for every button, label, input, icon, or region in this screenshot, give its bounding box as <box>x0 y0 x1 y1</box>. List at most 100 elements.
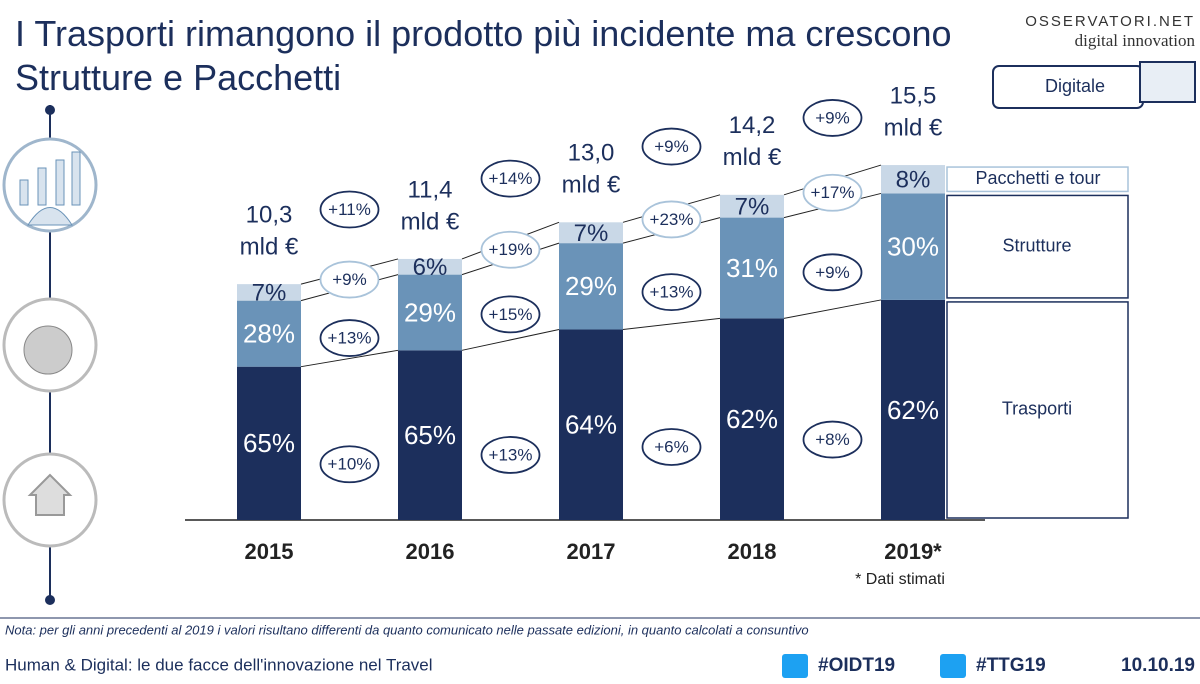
growth-label: +6% <box>654 437 689 456</box>
icon-bar <box>37 167 47 206</box>
growth-label: +9% <box>654 137 689 156</box>
bar-segment <box>559 243 623 330</box>
date: 10.10.19 <box>1121 655 1195 676</box>
growth-label: +13% <box>650 283 694 302</box>
segment-label: 65% <box>404 420 456 450</box>
growth-label: +9% <box>332 270 367 289</box>
legend-label: Pacchetti e tour <box>975 168 1100 188</box>
growth-oval <box>319 319 380 357</box>
total-unit: mld € <box>562 172 621 199</box>
growth-label: +15% <box>489 305 533 324</box>
growth-label: +11% <box>328 200 371 219</box>
bar-segment <box>398 274 462 351</box>
x-tick-label: 2016 <box>406 539 455 564</box>
segment-label: 7% <box>252 280 287 307</box>
growth-oval <box>319 190 380 229</box>
note: Nota: per gli anni precedenti al 2019 i … <box>5 622 809 637</box>
growth-oval <box>641 273 702 312</box>
growth-label: +9% <box>815 108 850 127</box>
icon-bar <box>19 179 29 206</box>
growth-oval <box>319 445 380 484</box>
dot <box>45 105 55 115</box>
growth-oval <box>641 200 702 239</box>
footnote: * Dati stimati <box>855 571 945 588</box>
bar-segment <box>237 284 301 301</box>
growth-oval <box>480 159 541 198</box>
growth-label: +23% <box>650 210 694 229</box>
growth-oval <box>480 436 541 474</box>
legend-label: Trasporti <box>1002 399 1072 419</box>
logo-tagline: digital innovation <box>1075 31 1196 50</box>
segment-label: 65% <box>243 428 295 458</box>
bar-segment <box>881 165 945 194</box>
logo: OSSERVATORI.NET <box>1025 13 1195 30</box>
dot <box>45 595 55 605</box>
bar-segment <box>881 299 945 520</box>
growth-oval <box>802 253 863 292</box>
bar-segment <box>720 217 784 319</box>
growth-oval <box>319 260 380 299</box>
icon-home <box>27 473 73 516</box>
segment-label: 8% <box>896 167 931 194</box>
growth-oval <box>802 99 863 137</box>
bar-segment <box>237 366 301 520</box>
twitter-icon <box>940 654 966 678</box>
segment-label: 30% <box>887 232 939 262</box>
total-label: 10,3 <box>246 201 293 228</box>
total-label: 15,5 <box>890 82 937 109</box>
legend-box <box>946 166 1129 193</box>
footer-text: Human & Digital: le due facce dell'innov… <box>5 655 433 674</box>
growth-oval <box>641 428 702 466</box>
icon-dome <box>27 207 73 226</box>
twitter-icon <box>782 654 808 678</box>
bar-segment <box>237 300 301 367</box>
icon-globe <box>23 325 73 375</box>
x-tick-label: 2017 <box>567 539 616 564</box>
x-tick-label: 2019* <box>884 539 942 564</box>
bar-segment <box>398 258 462 275</box>
bar-segment <box>881 193 945 300</box>
hashtag: #OIDT19 <box>818 655 895 676</box>
segment-label: 29% <box>565 271 617 301</box>
x-tick-label: 2018 <box>728 539 777 564</box>
segment-label: 62% <box>726 404 778 434</box>
badge: Digitale <box>1045 76 1105 96</box>
total-unit: mld € <box>401 208 460 235</box>
growth-oval <box>641 127 702 166</box>
title: I Trasporti rimangono il prodotto più in… <box>15 13 952 98</box>
growth-label: +17% <box>811 183 855 202</box>
growth-oval <box>480 295 541 334</box>
bar-segment <box>559 329 623 520</box>
segment-label: 64% <box>565 410 617 440</box>
growth-oval <box>802 420 863 459</box>
segment-label: 31% <box>726 253 778 283</box>
bar-segment <box>720 194 784 218</box>
growth-label: +10% <box>328 455 372 474</box>
total-label: 13,0 <box>568 140 615 167</box>
connector <box>300 349 399 368</box>
growth-oval <box>480 230 541 269</box>
segment-label: 62% <box>887 395 939 425</box>
total-unit: mld € <box>723 144 782 171</box>
segment-label: 6% <box>413 254 448 281</box>
growth-label: +19% <box>489 240 533 259</box>
segment-label: 7% <box>735 194 770 221</box>
segment-label: 29% <box>404 297 456 327</box>
growth-label: +13% <box>328 329 372 348</box>
connector <box>783 299 882 319</box>
icon-bar <box>55 159 65 206</box>
total-label: 11,4 <box>408 176 453 203</box>
growth-oval <box>802 173 863 212</box>
bar-segment <box>559 222 623 244</box>
total-unit: mld € <box>240 233 299 260</box>
connector <box>622 317 721 330</box>
connector <box>461 328 560 351</box>
hashtag: #TTG19 <box>976 655 1046 676</box>
growth-label: +8% <box>815 430 850 449</box>
growth-label: +14% <box>489 169 533 188</box>
segment-label: 7% <box>574 220 609 247</box>
icon-bar <box>71 151 81 206</box>
legend-label: Strutture <box>1002 235 1071 255</box>
